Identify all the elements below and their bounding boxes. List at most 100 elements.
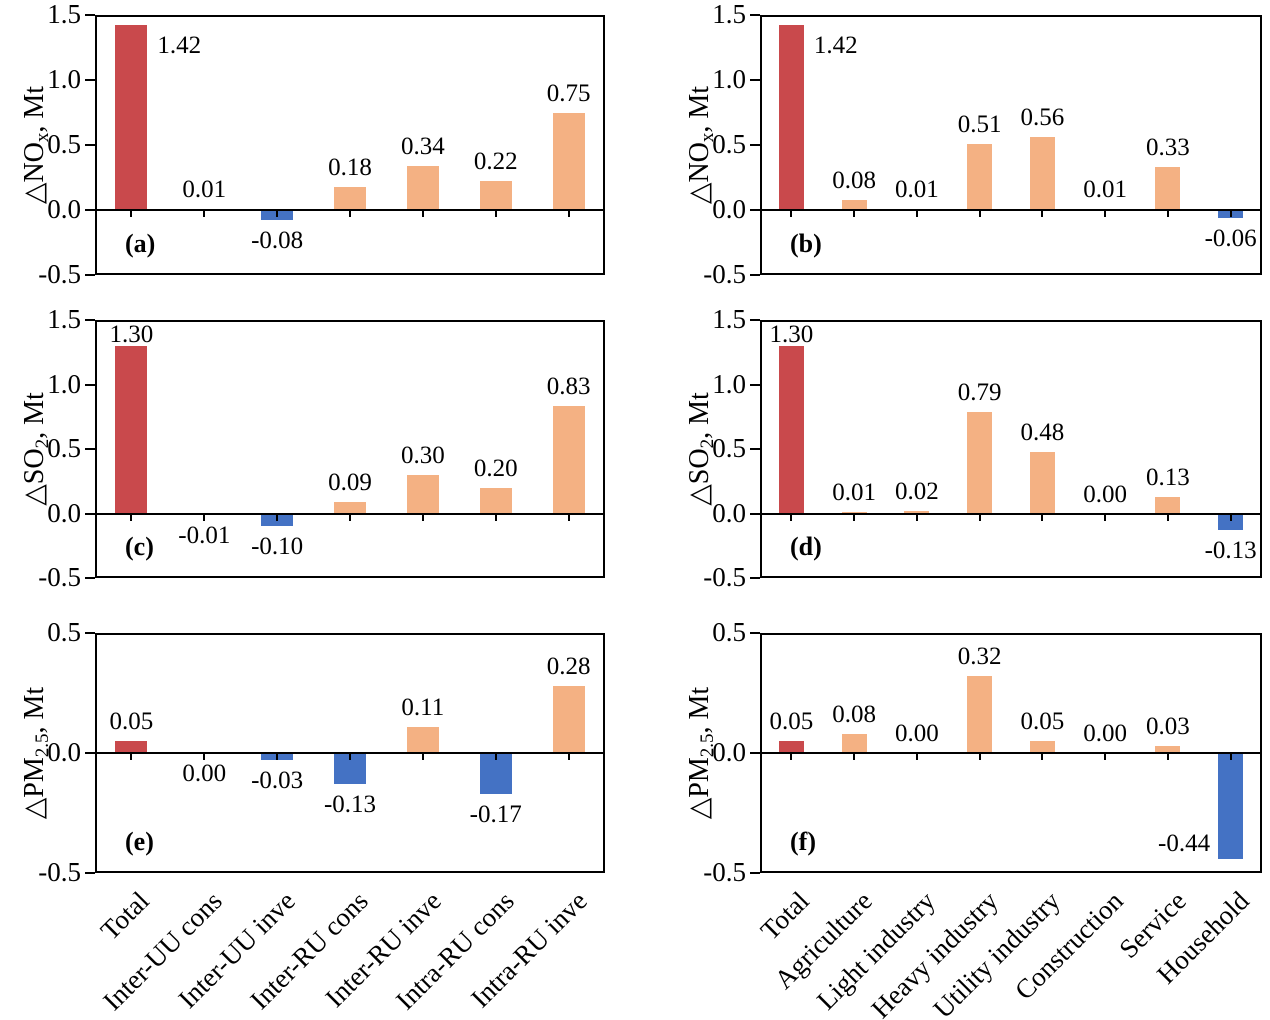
category-tick bbox=[790, 210, 793, 217]
value-label: 1.30 bbox=[109, 321, 154, 348]
bar-total bbox=[115, 25, 148, 210]
y-axis-tick bbox=[750, 872, 760, 874]
value-label: 0.11 bbox=[401, 693, 445, 721]
zero-axis-line bbox=[760, 512, 1262, 515]
bar-light-industry bbox=[904, 510, 930, 514]
value-label: 0.05 bbox=[109, 708, 154, 735]
bar-agriculture bbox=[841, 199, 867, 210]
category-tick bbox=[915, 753, 918, 760]
plot-box bbox=[95, 15, 605, 275]
y-axis-tick bbox=[750, 209, 760, 211]
x-category-label: Total bbox=[95, 885, 156, 946]
bar-agriculture bbox=[841, 733, 867, 753]
y-axis-tick bbox=[750, 632, 760, 634]
panel-tag: (b) bbox=[790, 229, 822, 258]
y-axis-label: △SO2, Mt bbox=[19, 392, 57, 506]
bar-inter-ru-inve bbox=[406, 165, 439, 210]
y-tick-label: -0.5 bbox=[703, 857, 746, 887]
y-axis-label-part: △NO bbox=[684, 142, 715, 205]
panel-tag: (a) bbox=[125, 229, 156, 258]
bar-total bbox=[778, 345, 804, 514]
y-axis-label-part: , Mt bbox=[19, 392, 50, 439]
y-axis-tick bbox=[750, 319, 760, 321]
y-axis-label-part: , Mt bbox=[684, 85, 715, 133]
category-tick bbox=[203, 513, 206, 521]
plot-box bbox=[95, 320, 605, 578]
y-tick-label: 1.5 bbox=[47, 0, 81, 29]
panel-tag: (e) bbox=[125, 827, 154, 856]
value-label: 0.01 bbox=[895, 175, 939, 203]
value-label: -0.13 bbox=[1204, 537, 1257, 565]
y-tick-label: 0.5 bbox=[47, 433, 81, 463]
bar-utility-industry bbox=[1029, 451, 1055, 514]
category-tick bbox=[130, 513, 133, 521]
y-axis-tick bbox=[85, 79, 95, 81]
bar-intra-ru-cons bbox=[479, 487, 512, 514]
y-tick-label: 0.0 bbox=[712, 737, 746, 767]
y-axis-tick bbox=[85, 512, 95, 515]
value-label: 1.42 bbox=[813, 32, 858, 59]
value-label: 0.02 bbox=[895, 477, 939, 505]
category-tick bbox=[978, 753, 981, 760]
category-tick bbox=[915, 210, 918, 217]
y-axis-label-part: , Mt bbox=[684, 392, 715, 439]
value-label: -0.10 bbox=[251, 533, 304, 561]
category-tick bbox=[1041, 753, 1044, 760]
y-tick-label: 0.0 bbox=[47, 737, 81, 767]
category-tick bbox=[1166, 210, 1169, 217]
category-tick bbox=[1104, 210, 1107, 217]
plot-box bbox=[760, 15, 1262, 275]
category-tick bbox=[1104, 753, 1107, 760]
y-axis-tick bbox=[85, 448, 95, 450]
category-tick bbox=[853, 513, 856, 521]
y-axis-label: △PM2.5, Mt bbox=[684, 687, 722, 819]
y-tick-label: 1.0 bbox=[712, 368, 746, 399]
category-tick bbox=[1041, 513, 1044, 521]
value-label: 0.13 bbox=[1146, 463, 1190, 491]
value-label: 0.48 bbox=[1020, 418, 1065, 446]
category-tick bbox=[494, 753, 497, 760]
bar-inter-ru-cons bbox=[334, 186, 366, 210]
y-axis-label-part: , Mt bbox=[19, 85, 50, 133]
category-tick bbox=[349, 513, 351, 521]
category-tick bbox=[567, 753, 570, 760]
category-tick bbox=[421, 753, 424, 760]
y-axis-tick bbox=[750, 79, 760, 81]
value-label: 0.01 bbox=[182, 175, 227, 203]
y-tick-label: 0.0 bbox=[712, 194, 746, 224]
value-label: 0.05 bbox=[769, 708, 814, 735]
bar-total bbox=[778, 25, 804, 210]
y-axis-label: △PM2.5, Mt bbox=[19, 687, 57, 819]
value-label: 0.09 bbox=[328, 468, 372, 496]
y-axis-tick bbox=[750, 512, 760, 515]
value-label: 0.51 bbox=[957, 110, 1002, 138]
category-tick bbox=[276, 513, 279, 521]
category-tick bbox=[790, 513, 793, 521]
value-label: 0.22 bbox=[473, 148, 518, 176]
value-label: 0.75 bbox=[546, 79, 591, 107]
category-tick bbox=[130, 753, 133, 760]
y-axis-label: △NOx, Mt bbox=[19, 85, 57, 205]
y-axis-label-part: x bbox=[32, 132, 53, 143]
y-axis-label-part: 2 bbox=[32, 438, 53, 449]
value-label: 0.32 bbox=[957, 643, 1002, 671]
category-tick bbox=[203, 210, 206, 217]
value-label: 0.79 bbox=[957, 378, 1002, 406]
bar-heavy-industry bbox=[967, 676, 993, 753]
category-tick bbox=[1229, 753, 1232, 760]
bar-total bbox=[778, 741, 804, 753]
bar-service bbox=[1155, 496, 1181, 514]
value-label: 0.18 bbox=[328, 153, 372, 181]
value-label: 0.83 bbox=[546, 373, 591, 401]
value-label: 0.33 bbox=[1146, 134, 1190, 162]
y-tick-label: 0.5 bbox=[47, 617, 81, 647]
bar-service bbox=[1155, 745, 1181, 753]
category-tick bbox=[1104, 513, 1107, 521]
category-tick bbox=[421, 210, 424, 217]
y-axis-tick bbox=[85, 752, 95, 754]
zero-axis-line bbox=[760, 752, 1262, 754]
y-axis-label-part: △NO bbox=[19, 142, 50, 205]
value-label: 0.00 bbox=[895, 720, 939, 747]
category-tick bbox=[494, 210, 497, 217]
